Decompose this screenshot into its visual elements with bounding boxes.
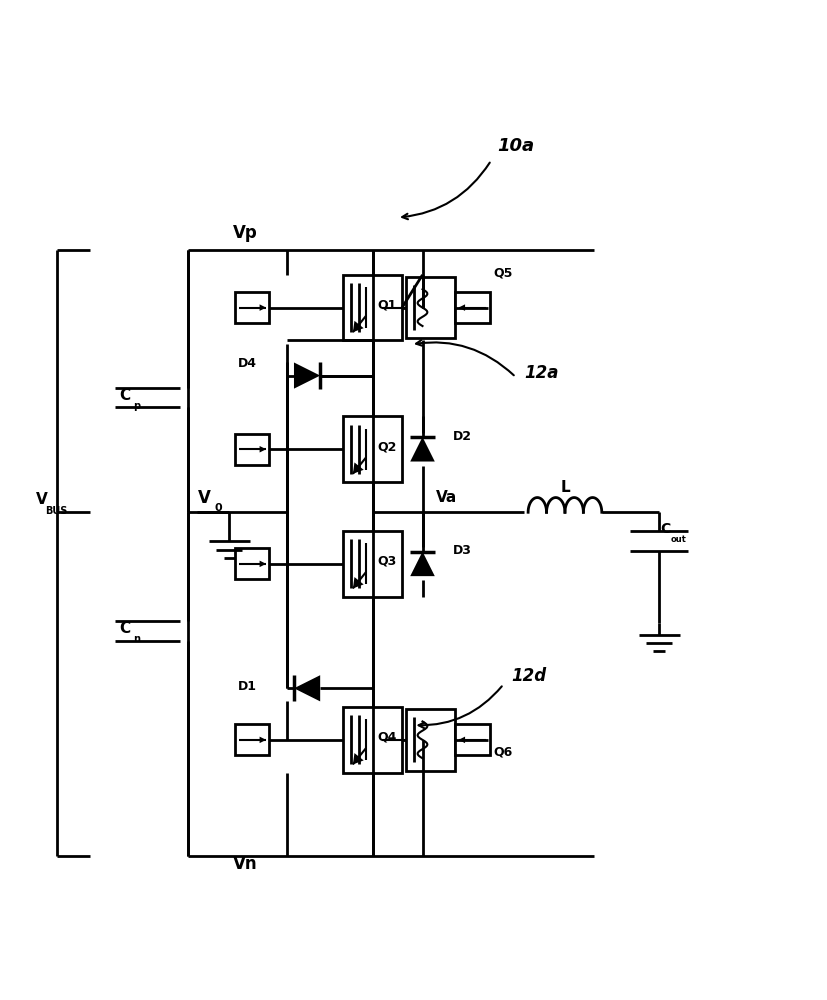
Bar xyxy=(235,548,270,579)
Text: n: n xyxy=(133,634,141,644)
Text: D4: D4 xyxy=(237,357,256,370)
Bar xyxy=(406,277,455,338)
Polygon shape xyxy=(353,753,364,764)
Bar xyxy=(235,292,270,323)
Bar xyxy=(343,707,402,773)
Polygon shape xyxy=(353,577,364,588)
Polygon shape xyxy=(458,304,465,311)
Bar xyxy=(455,292,490,323)
Polygon shape xyxy=(353,321,364,332)
Text: C: C xyxy=(119,621,130,636)
Text: p: p xyxy=(133,401,141,411)
Bar xyxy=(455,724,490,755)
Text: 12d: 12d xyxy=(512,667,547,685)
Text: 12a: 12a xyxy=(524,364,558,382)
Bar xyxy=(235,434,270,465)
Text: Vp: Vp xyxy=(233,224,258,242)
Bar xyxy=(235,724,270,755)
Text: L: L xyxy=(560,480,570,495)
Text: Q1: Q1 xyxy=(377,299,397,312)
Text: Q2: Q2 xyxy=(377,440,397,453)
Text: BUS: BUS xyxy=(45,506,68,516)
Text: D3: D3 xyxy=(453,544,471,557)
Polygon shape xyxy=(260,737,266,743)
Polygon shape xyxy=(410,437,435,462)
Text: C: C xyxy=(661,522,671,536)
Polygon shape xyxy=(353,462,364,474)
Text: 0: 0 xyxy=(214,503,222,513)
Text: 10a: 10a xyxy=(497,137,534,155)
Text: Va: Va xyxy=(436,490,457,505)
Bar xyxy=(343,531,402,597)
Polygon shape xyxy=(410,552,435,576)
Text: D2: D2 xyxy=(453,430,471,443)
Bar xyxy=(343,275,402,340)
Polygon shape xyxy=(294,362,320,389)
Text: Q3: Q3 xyxy=(377,555,397,568)
Text: Q5: Q5 xyxy=(494,267,513,280)
Text: Q6: Q6 xyxy=(494,746,513,759)
Text: out: out xyxy=(671,535,686,544)
Text: Q4: Q4 xyxy=(377,731,397,744)
Text: Vn: Vn xyxy=(233,855,258,873)
Polygon shape xyxy=(260,446,266,453)
Text: V: V xyxy=(198,489,211,507)
Polygon shape xyxy=(260,561,266,567)
Polygon shape xyxy=(458,737,465,743)
Bar xyxy=(406,709,455,771)
Text: V: V xyxy=(36,492,48,507)
Polygon shape xyxy=(294,675,320,701)
Bar xyxy=(343,416,402,482)
Text: D1: D1 xyxy=(237,680,256,693)
Text: C: C xyxy=(119,388,130,403)
Polygon shape xyxy=(260,304,266,311)
